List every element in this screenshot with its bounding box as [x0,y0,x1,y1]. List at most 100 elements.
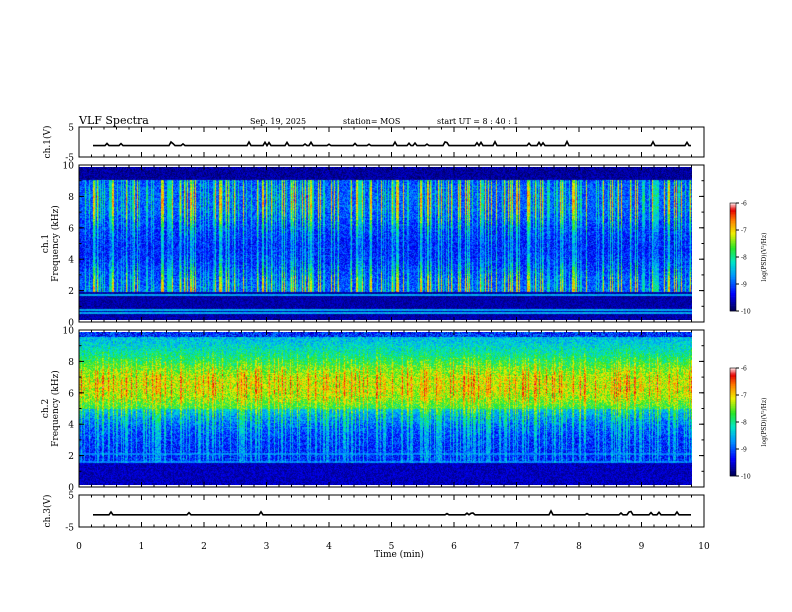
colorbar-swatch [730,425,736,428]
colorbar-swatch [730,258,736,261]
colorbar-tick-label: -9 [741,447,747,454]
colorbar-swatch [730,278,736,281]
colorbar-swatch [730,404,736,407]
colorbar-tick-label: -8 [741,255,747,262]
colorbar-swatch [730,233,736,236]
colorbar-swatch [730,294,736,297]
colorbar-swatch [730,257,736,260]
colorbar-swatch [730,210,736,213]
colorbar-tick-label: -10 [741,309,751,316]
ch1-spectrogram-image [79,167,692,320]
colorbar-swatch [730,447,736,450]
ch2-spectrogram-ytick-label: 8 [68,358,74,368]
colorbar-tick-label: -8 [741,420,747,427]
ch3-waveform-y-axis-label: ch.3(V) [42,495,53,528]
ch2-spectrogram-image [79,332,692,485]
x-tick-label: 1 [139,542,145,552]
colorbar-swatch [730,228,736,231]
colorbar-label: log(PSD)(V²/Hz) [761,398,768,447]
colorbar-swatch [730,240,736,243]
colorbar-swatch [730,450,736,453]
ch2-spectrogram-ytick-label: 10 [63,327,75,337]
colorbar-swatch [730,467,736,470]
colorbar-swatch [730,287,736,290]
colorbar-swatch [730,242,736,245]
colorbar-swatch [730,253,736,256]
colorbar-swatch [730,275,736,278]
colorbar-swatch [730,203,736,206]
colorbar-swatch [730,413,736,416]
colorbar-swatch [730,269,736,272]
colorbar-tick-label: -7 [741,393,747,400]
colorbar-swatch [730,396,736,399]
colorbar-swatch [730,235,736,238]
colorbar-tick-label: -10 [741,474,751,481]
colorbar-swatch [730,371,736,374]
ch1-spectrogram-ytick-label: 2 [68,287,74,297]
colorbar-swatch [730,369,736,372]
colorbar-swatch [730,246,736,249]
colorbar-swatch [730,470,736,473]
ch3-waveform-trace [93,509,691,516]
ch3-waveform-panel: 5 -5 ch.3(V) [42,492,705,534]
colorbar-swatch [730,389,736,392]
colorbar-swatch [730,398,736,401]
colorbar-swatch [730,443,736,446]
colorbar-swatch [730,206,736,209]
colorbar-swatch [730,400,736,403]
colorbar-swatch [730,384,736,387]
ch1-spectrogram-ytick-label: 4 [68,256,74,266]
colorbar-swatch [730,414,736,417]
colorbar-swatch [730,416,736,419]
colorbar-swatch [730,445,736,448]
colorbar-swatch [730,244,736,247]
colorbar-swatch [730,293,736,296]
colorbar-swatch [730,249,736,252]
x-tick-label: 4 [326,542,332,552]
time-axis: 0 1 2 3 4 5 6 7 8 9 10 [76,542,710,552]
colorbar-swatch [730,454,736,457]
colorbar-swatch [730,307,736,310]
colorbar-swatch [730,208,736,211]
colorbar-swatch [730,377,736,380]
ch1-spectrogram-channel-label: ch.1 [41,234,51,253]
colorbar-swatch [730,264,736,267]
colorbar-swatch [730,427,736,430]
colorbar-swatch [730,441,736,444]
colorbar-swatch [730,215,736,218]
colorbar-swatch [730,300,736,303]
ch2-spectrogram-ytick-label: 4 [68,421,74,431]
colorbar-swatch [730,395,736,398]
colorbar-swatch [730,280,736,283]
ch1-spectrogram-ytick-label: 10 [63,162,75,172]
colorbar-swatch [730,368,736,371]
x-tick-label: 9 [639,542,645,552]
colorbar-swatch [730,429,736,432]
ch1-waveform-y-axis-label: ch.1(V) [42,126,53,159]
ch2-spectrogram-panel: 0 2 4 6 8 10 ch.2 Frequency (kHz) [41,327,705,494]
colorbar-swatch [730,219,736,222]
colorbar-swatch [730,409,736,412]
colorbar-swatch [730,284,736,287]
station-label: station= MOS [343,117,400,126]
colorbar-swatch [730,305,736,308]
colorbar-swatch [730,420,736,423]
ch1-waveform-ytick-label: 5 [68,124,74,134]
colorbar-tick-label: -7 [741,228,747,235]
colorbar-swatch [730,461,736,464]
x-tick-label: 7 [514,542,520,552]
colorbar-swatch [730,303,736,306]
colorbar-swatch [730,226,736,229]
colorbar-swatch [730,248,736,251]
ch2-spectrogram-ytick-label: 6 [68,389,74,399]
colorbar-swatch [730,386,736,389]
colorbar-swatch [730,309,736,312]
colorbar-swatch [730,456,736,459]
colorbar-swatch [730,217,736,220]
figure-title: VLF Spectra [78,114,149,127]
ch1-waveform-ytick-label: -5 [65,154,74,164]
colorbar-swatch [730,230,736,233]
colorbar-swatch [730,251,736,254]
x-tick-label: 2 [201,542,207,552]
